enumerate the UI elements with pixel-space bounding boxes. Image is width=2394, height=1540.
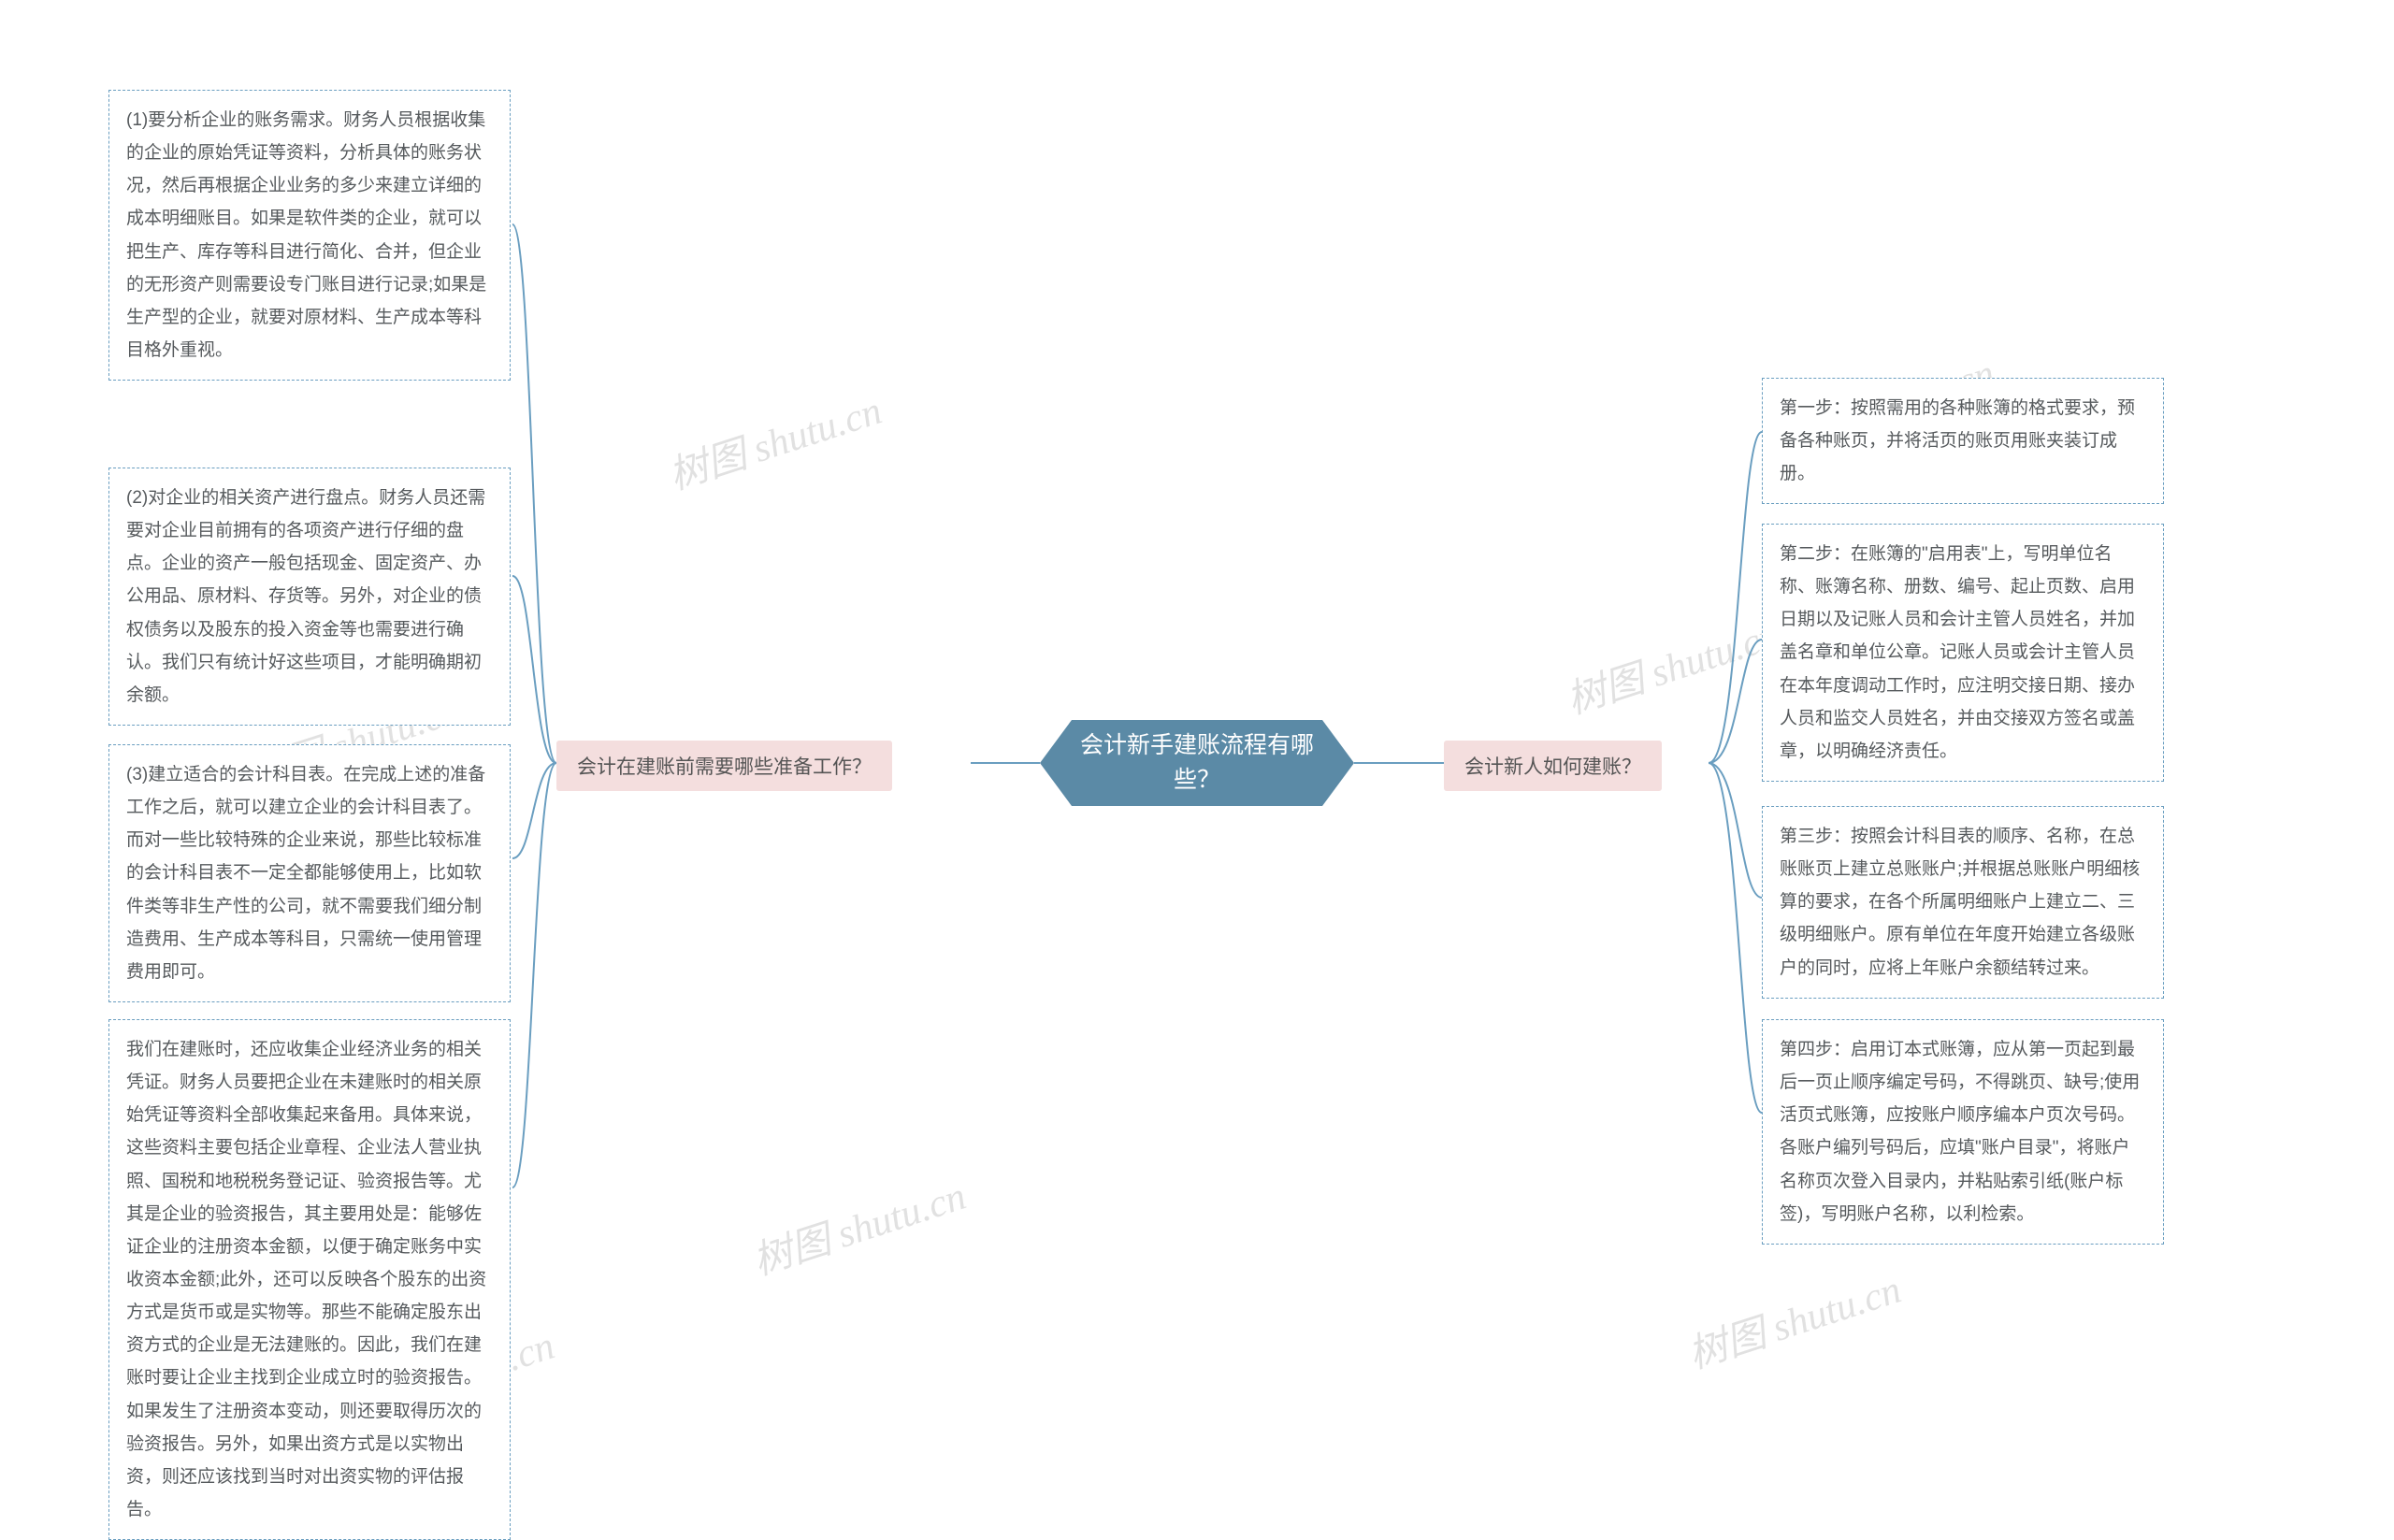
left-leaf-1[interactable]: (1)要分析企业的账务需求。财务人员根据收集的企业的原始凭证等资料，分析具体的账… [108,90,511,381]
watermark: 树图 shutu.cn [1680,1258,1907,1380]
left-leaf-2[interactable]: (2)对企业的相关资产进行盘点。财务人员还需要对企业目前拥有的各项资产进行仔细的… [108,468,511,726]
right-leaf-3[interactable]: 第三步：按照会计科目表的顺序、名称，在总账账页上建立总账账户;并根据总账账户明细… [1762,806,2164,999]
right-branch-label[interactable]: 会计新人如何建账？ [1444,741,1662,791]
watermark: 树图 shutu.cn [1558,603,1785,726]
right-leaf-4[interactable]: 第四步：启用订本式账簿，应从第一页起到最后一页止顺序编定号码，不得跳页、缺号;使… [1762,1019,2164,1245]
right-leaf-1[interactable]: 第一步：按照需用的各种账簿的格式要求，预备各种账页，并将活页的账页用账夹装订成册… [1762,378,2164,504]
left-leaf-4[interactable]: 我们在建账时，还应收集企业经济业务的相关凭证。财务人员要把企业在未建账时的相关原… [108,1019,511,1540]
watermark: 树图 shutu.cn [660,379,887,501]
watermark: 树图 shutu.cn [744,1164,972,1287]
left-leaf-3[interactable]: (3)建立适合的会计科目表。在完成上述的准备工作之后，就可以建立企业的会计科目表… [108,744,511,1002]
center-topic[interactable]: 会计新手建账流程有哪些？ [1040,720,1354,806]
left-branch-label[interactable]: 会计在建账前需要哪些准备工作？ [556,741,892,791]
right-leaf-2[interactable]: 第二步：在账簿的"启用表"上，写明单位名称、账簿名称、册数、编号、起止页数、启用… [1762,524,2164,782]
